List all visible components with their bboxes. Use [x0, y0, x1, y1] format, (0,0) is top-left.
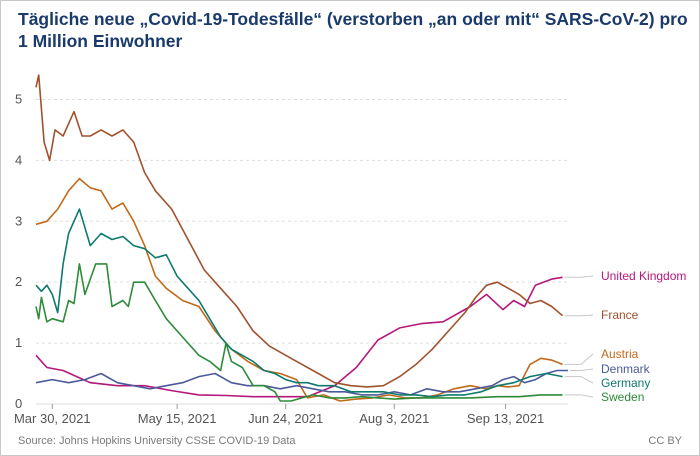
grid-layer	[36, 98, 568, 409]
x-tick-label: Jun 24, 2021	[248, 411, 323, 426]
x-tick-label: Aug 3, 2021	[359, 411, 429, 426]
license-note: CC BY	[648, 435, 682, 447]
y-tick-label: 4	[15, 152, 22, 167]
series-line-austria	[35, 177, 563, 402]
series-line-germany	[35, 208, 563, 398]
series-leader-united-kingdom	[564, 275, 594, 278]
series-line-france	[35, 74, 564, 388]
series-leader-germany	[564, 376, 594, 384]
series-leader-denmark	[570, 368, 594, 371]
chart-title: Tägliche neue „Covid-19-Todesfälle“ (ver…	[18, 9, 688, 51]
y-tick-label: 1	[15, 335, 22, 350]
y-tick-label: 2	[15, 274, 22, 289]
series-label-denmark: Denmark	[601, 362, 651, 376]
series-label-united-kingdom: United Kingdom	[601, 269, 686, 283]
series-label-germany: Germany	[601, 376, 650, 390]
series-leader-sweden	[564, 394, 594, 398]
series-leader-austria	[564, 353, 594, 365]
series-line-layer	[35, 74, 568, 402]
series-label-france: France	[601, 308, 639, 322]
x-tick-label: Mar 30, 2021	[14, 411, 91, 426]
x-tick-label: May 15, 2021	[138, 411, 217, 426]
series-leader-france	[564, 314, 594, 317]
source-note: Source: Johns Hopkins University CSSE CO…	[18, 435, 296, 447]
y-tick-label: 5	[15, 91, 22, 106]
series-label-sweden: Sweden	[601, 390, 644, 404]
series-line-sweden	[35, 263, 563, 402]
series-label-layer: United Kingdom France AustriaDenmarkGerman…	[564, 269, 686, 404]
y-tick-label: 0	[15, 396, 22, 411]
y-tick-label: 3	[15, 213, 22, 228]
tick-label-layer: 0 1 2 3 4 5 Mar 30, 2021 May 15, 2021 Jun 24, 20…	[14, 91, 544, 426]
series-line-united-kingdom	[35, 276, 563, 398]
x-tick-label: Sep 13, 2021	[467, 411, 544, 426]
series-label-austria: Austria	[601, 347, 639, 361]
series-line-denmark	[35, 369, 568, 396]
